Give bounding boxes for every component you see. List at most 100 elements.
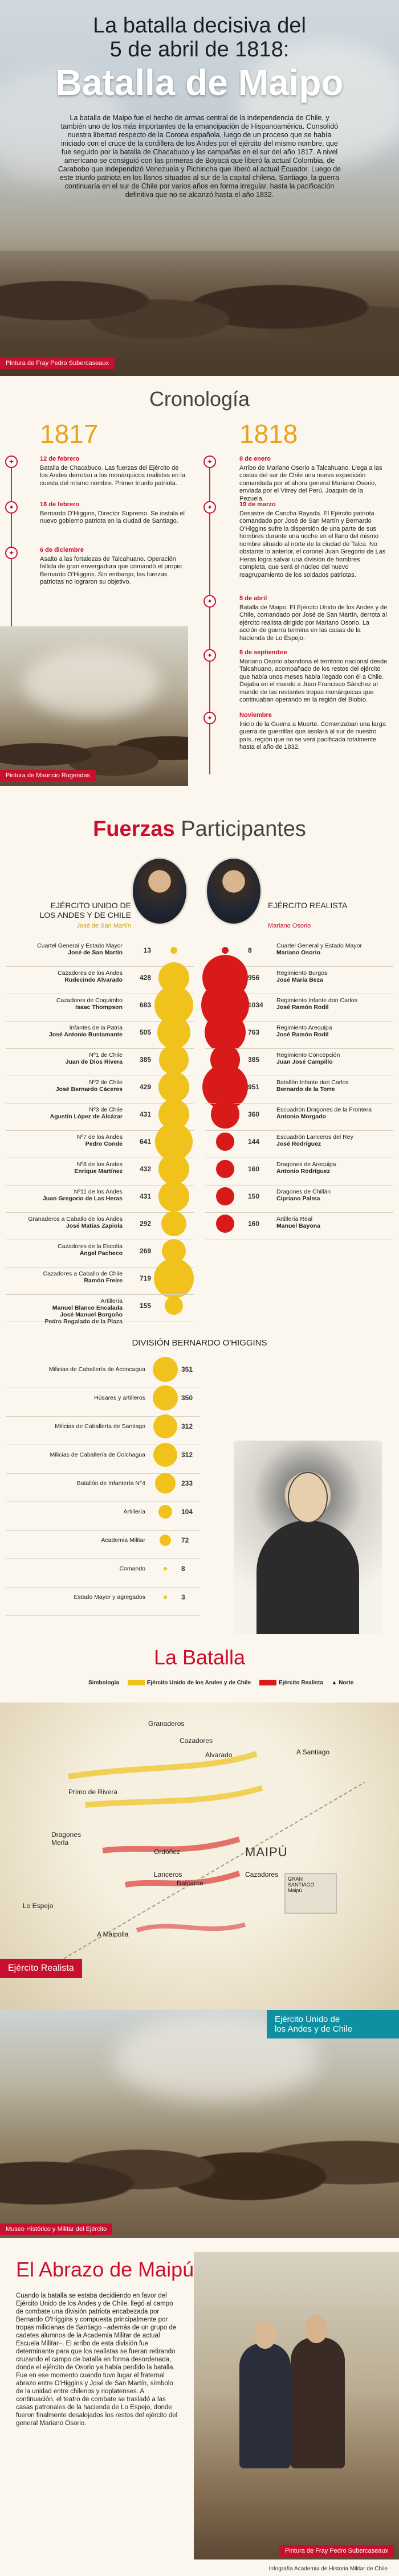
unit-chief: José María Beza (276, 977, 323, 983)
patriot-value: 719 (139, 1274, 151, 1282)
map-label-lanceros: Lanceros (154, 1871, 182, 1878)
unit-name: Granaderos a Caballo de los Andes (28, 1216, 123, 1223)
unit-chief: Pedro Conde (85, 1141, 123, 1147)
row-divider (205, 1048, 393, 1049)
patriot-dot (157, 1015, 191, 1049)
royalist-value: 763 (248, 1028, 260, 1036)
timeline-event: 19 de marzo Desastre de Cancha Rayada. El… (239, 501, 388, 579)
row-divider (6, 1473, 199, 1474)
division-dot (154, 1472, 176, 1494)
division-dot (163, 1566, 168, 1571)
hero-painting: La batalla decisiva del 5 de abril de 18… (0, 0, 399, 376)
royalist-commander: Mariano Osorio (268, 922, 311, 929)
patriot-value: 683 (139, 1001, 151, 1009)
timeline-icon: ✦ (203, 712, 216, 724)
row-divider (6, 1103, 194, 1104)
unit-chief: Enrique Martínez (74, 1168, 123, 1175)
patriot-value: 428 (139, 974, 151, 982)
patriot-value: 429 (139, 1083, 151, 1091)
row-divider (6, 1185, 194, 1186)
division-title: DIVISIÓN BERNARDO O'HIGGINS (132, 1338, 267, 1348)
timeline-event: 16 de febrero Bernardo O'Higgins, Directo… (40, 501, 188, 526)
force-row: Nº7 de los Andes Pedro Conde (6, 1134, 123, 1147)
san-martin-portrait (131, 857, 188, 925)
force-row: Nº8 de los Andes Enrique Martínez (6, 1161, 123, 1175)
unit-name: Infantes de la Patria (69, 1024, 123, 1031)
patriot-value: 431 (139, 1110, 151, 1118)
timeline-text: Batalla de Chacabuco. Las fuerzas del Ej… (40, 464, 185, 487)
band-royalist: Ejército Realista (0, 1959, 82, 1978)
division-unit: Comando (119, 1565, 145, 1572)
division-value: 8 (181, 1565, 185, 1573)
force-row: Artillería Manuel Blanco Encalada José Ma… (6, 1298, 123, 1325)
force-row: Regimiento Infante don Carlos José Ramón … (276, 997, 396, 1011)
force-row: Cazadores de Coquimbo Isaac Thompson (6, 997, 123, 1011)
unit-chief: José de San Martín (68, 949, 123, 956)
unit-name: Batallón Infante don Carlos (276, 1079, 349, 1086)
unit-name: Artillería (100, 1298, 123, 1305)
patriot-dot (154, 1258, 194, 1298)
battle-painting (0, 2010, 399, 2238)
royalist-value: 160 (248, 1165, 260, 1173)
division-unit: Batallón de Infantería N°4 (76, 1480, 145, 1487)
hero-subtitle: La batalla decisiva del 5 de abril de 18… (93, 14, 306, 61)
patriot-dot (164, 1296, 184, 1315)
patriot-value: 431 (139, 1192, 151, 1200)
unit-chief: José Ramón Rodil (276, 1004, 329, 1011)
timeline-date: 8 de septiembre (239, 649, 287, 656)
timeline-event: 8 de septiembre Mariano Osorio abandona e… (239, 649, 388, 704)
unit-chief: Mariano Osorio (276, 949, 321, 956)
force-row: Escuadrón Lanceros del Rey José Rodríguez (276, 1134, 396, 1147)
unit-chief: Juan Gregorio de Las Heras (42, 1195, 123, 1202)
patriot-value: 385 (139, 1056, 151, 1064)
map-label-cazadores: Cazadores (180, 1737, 213, 1745)
force-row: Infantes de la Patria José Antonio Bustam… (6, 1024, 123, 1038)
chronology-title: Cronología (149, 387, 250, 411)
patriot-value: 641 (139, 1138, 151, 1146)
force-row: Granaderos a Caballo de los Andes José Ma… (6, 1216, 123, 1229)
unit-chief: Bernardo de la Torre (276, 1086, 335, 1093)
hero-caption: Pintura de Fray Pedro Subercaseaux (0, 358, 115, 369)
timeline-text: Inicio de la Guerra a Muerte. Comenzaban… (239, 720, 386, 751)
timeline-event: 8 de enero Arribo de Mariano Osorio a Tal… (239, 456, 388, 503)
division-unit: Milicias de Caballería de Aconcagua (48, 1366, 145, 1373)
abrazo-text: Cuando la batalla se estaba decidiendo e… (16, 2292, 178, 2427)
force-row: Regimiento Burgos José María Beza (276, 970, 396, 983)
map-label-lo-espejo: Lo Espejo (23, 1902, 54, 1910)
unit-chief: Ramón Freire (84, 1277, 123, 1284)
timeline-line-right (209, 456, 210, 774)
royalist-value: 956 (248, 974, 260, 982)
force-row: Cuartel General y Estado Mayor José de Sa… (6, 942, 123, 956)
timeline-event: Noviembre Inicio de la Guerra a Muerte. C… (239, 712, 388, 752)
forces-title: Fuerzas Participantes (0, 817, 399, 842)
forces-title-a: Fuerzas (93, 817, 175, 841)
division-value: 3 (181, 1593, 185, 1601)
patriot-value: 292 (139, 1220, 151, 1228)
year-1817: 1817 (40, 419, 99, 449)
patriot-value: 432 (139, 1165, 151, 1173)
band-patriot: Ejército Unido de los Andes y de Chile (267, 2010, 399, 2038)
unit-name: Cazadores de los Andes (58, 970, 123, 977)
map-label-a-santiago: A Santiago (296, 1748, 330, 1756)
row-divider (205, 1212, 393, 1213)
chronology-painting (0, 626, 188, 786)
unit-name: Escuadrón Lanceros del Rey (276, 1134, 353, 1141)
unit-chief: José Ramón Rodil (276, 1031, 329, 1038)
timeline-date: 8 de enero (239, 456, 271, 462)
row-divider (205, 1103, 393, 1104)
force-row: Nº3 de Chile Agustín López de Alcázar (6, 1106, 123, 1120)
division-unit: Milicias de Caballería de Santiago (55, 1423, 145, 1430)
division-value: 72 (181, 1536, 189, 1544)
patriot-commander: José de San Martín (76, 922, 131, 929)
division-unit: Artillería (123, 1508, 145, 1515)
unit-chief: Cipriano Palma (276, 1195, 320, 1202)
hero-title: Batalla de Maipo (55, 62, 344, 103)
unit-name: Cazadores de la Escolta (58, 1243, 123, 1250)
division-dot (158, 1504, 173, 1519)
force-row: Dragones de Arequipa Antonio Rodríguez (276, 1161, 396, 1175)
row-divider (6, 1558, 199, 1559)
row-divider (6, 966, 194, 967)
row-divider (6, 1212, 194, 1213)
map-label-primo-rivera: Primo de Rivera (68, 1788, 118, 1796)
force-row: Regimiento Arequipa José Ramón Rodil (276, 1024, 396, 1038)
